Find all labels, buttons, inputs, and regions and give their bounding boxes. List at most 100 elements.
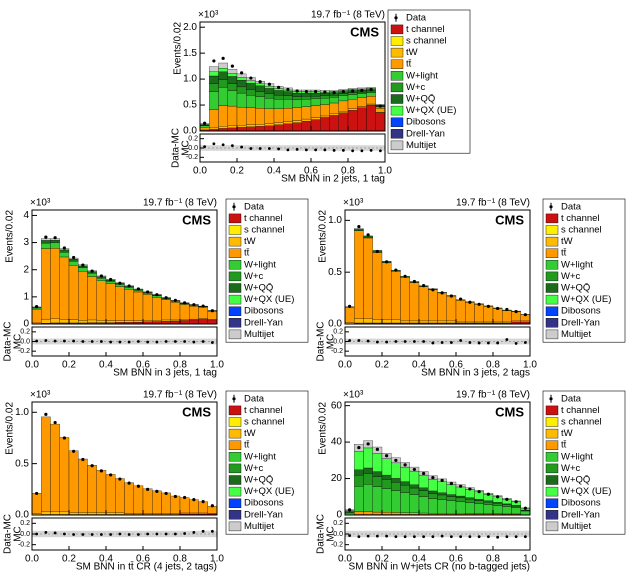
histogram-bar — [520, 510, 531, 515]
data-point — [314, 89, 318, 94]
data-point — [394, 458, 398, 462]
histogram-bar — [446, 484, 457, 495]
histogram-bar — [363, 318, 373, 324]
histogram-bar — [446, 496, 457, 501]
ratio-point — [118, 340, 122, 344]
legend-swatch — [228, 294, 242, 305]
histogram-bar — [209, 83, 219, 92]
ratio-label-top: Data-MC — [316, 514, 327, 554]
histogram-bar — [409, 484, 420, 489]
legend-label: W+light — [244, 451, 276, 462]
data-point — [366, 442, 370, 446]
data-point — [72, 255, 76, 260]
legend-label: tW — [561, 236, 573, 247]
histogram-bar — [446, 494, 457, 497]
histogram-bar — [483, 501, 494, 505]
histogram-bar — [199, 125, 210, 128]
legend-swatch — [545, 475, 559, 485]
histogram-bar — [78, 320, 88, 324]
histogram-bar — [363, 237, 373, 319]
legend-label: Multijet — [406, 140, 436, 151]
x-tick-label: 0.8 — [486, 360, 500, 371]
histogram-bar — [218, 79, 228, 88]
histogram-bar — [236, 77, 247, 81]
histogram-bar — [161, 319, 171, 322]
ratio-band — [345, 530, 355, 538]
histogram-bar — [227, 105, 238, 126]
data-point — [449, 294, 453, 298]
ratio-point — [164, 340, 168, 343]
data-point — [468, 300, 472, 304]
legend-swatch — [228, 452, 242, 462]
histogram-bar — [209, 109, 219, 129]
y-axis-label: Events/0.02 — [173, 22, 184, 75]
ratio-point — [44, 339, 48, 342]
ratio-band — [338, 145, 348, 151]
histogram-bar — [474, 304, 484, 323]
data-point — [375, 249, 379, 254]
histogram-bar — [329, 102, 339, 115]
histogram-bar — [455, 300, 466, 323]
histogram-bar — [400, 492, 410, 513]
ratio-point — [210, 341, 214, 344]
legend-label: W+QX (UE) — [406, 105, 456, 116]
histogram-bar — [338, 100, 349, 112]
data-point — [486, 492, 490, 496]
histogram-bar — [492, 505, 503, 514]
ratio-point — [514, 535, 518, 539]
data-point — [385, 454, 389, 458]
histogram-bar — [105, 474, 116, 513]
ratio-point — [314, 148, 318, 152]
data-point — [523, 313, 527, 317]
legend-label: tt̄ — [561, 248, 567, 259]
ratio-point — [403, 535, 407, 539]
histogram-bar — [366, 90, 376, 93]
ratio-band — [382, 530, 392, 538]
histogram-bar — [246, 83, 256, 90]
histogram-bar — [161, 492, 171, 514]
legend-label: Multijet — [561, 521, 591, 532]
histogram-bar — [381, 488, 392, 513]
histogram-bar — [87, 319, 97, 323]
x-tick-label: 0.4 — [412, 554, 426, 565]
ratio-band — [419, 530, 429, 538]
exponent: ×10³ — [30, 198, 51, 209]
ratio-y-tick-label: 0.2 — [333, 520, 343, 527]
histogram-bar — [41, 511, 51, 515]
ratio-point — [449, 341, 453, 344]
legend-label: s channel — [244, 417, 285, 428]
histogram-bar — [465, 321, 475, 324]
data-point — [53, 236, 57, 240]
legend-swatch — [545, 213, 559, 224]
histogram-bar — [179, 304, 190, 320]
ratio-point — [72, 533, 76, 536]
plot-frame — [344, 209, 531, 325]
data-point — [62, 246, 66, 250]
histogram-bar — [357, 97, 367, 107]
cms-label: CMS — [182, 404, 211, 419]
data-point — [468, 487, 472, 491]
legend-label: s channel — [244, 225, 285, 236]
histogram-bar — [189, 512, 199, 515]
histogram-bar — [115, 512, 125, 515]
histogram-bar — [59, 437, 70, 512]
ratio-label-bottom: MC — [326, 334, 337, 350]
histogram-bar — [227, 76, 238, 84]
ratio-point — [155, 340, 159, 344]
ratio-point — [385, 340, 389, 344]
data-point — [44, 235, 48, 239]
data-point — [81, 263, 85, 267]
ratio-point — [477, 341, 481, 345]
ratio-point — [127, 533, 131, 536]
histogram-bar — [255, 85, 265, 92]
exponent: ×10³ — [343, 198, 364, 209]
legend-label: Dibosons — [561, 498, 601, 509]
histogram-bar — [68, 512, 79, 515]
data-point — [304, 89, 308, 94]
x-axis-label: SM BNN in W+jets CR (no b-tagged jets) — [349, 562, 530, 573]
legend-swatch — [545, 306, 559, 316]
histogram-bar — [273, 90, 284, 96]
ratio-point — [496, 341, 500, 345]
ratio-point — [109, 533, 113, 536]
